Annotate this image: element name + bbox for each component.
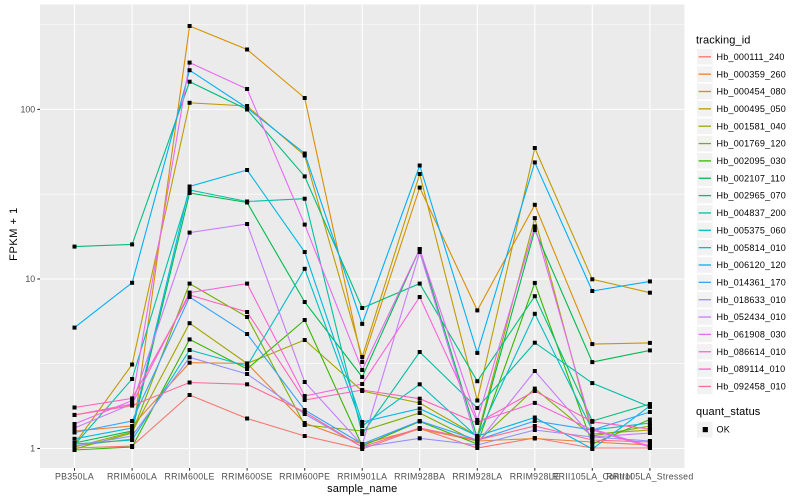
svg-text:RRIM928LA: RRIM928LA [452, 471, 502, 481]
svg-text:RRIM600LA: RRIM600LA [107, 471, 157, 481]
svg-text:Hb_002965_070: Hb_002965_070 [717, 191, 787, 201]
svg-text:Hb_002107_110: Hb_002107_110 [717, 173, 786, 183]
svg-text:RRIM600PE: RRIM600PE [279, 471, 330, 481]
svg-text:Hb_000111_240: Hb_000111_240 [717, 52, 785, 62]
svg-text:Hb_086614_010: Hb_086614_010 [717, 347, 787, 357]
svg-text:Hb_002095_030: Hb_002095_030 [717, 156, 787, 166]
svg-text:sample_name: sample_name [327, 483, 397, 495]
svg-text:Hb_000495_050: Hb_000495_050 [717, 104, 787, 114]
svg-text:Hb_000359_260: Hb_000359_260 [717, 69, 787, 79]
svg-text:Hb_001581_040: Hb_001581_040 [717, 121, 787, 131]
svg-text:Hb_014361_170: Hb_014361_170 [717, 277, 787, 287]
svg-text:RRIM600LE: RRIM600LE [165, 471, 215, 481]
svg-text:Hb_004837_200: Hb_004837_200 [717, 208, 787, 218]
svg-text:1: 1 [30, 444, 35, 454]
svg-text:RRIM901LA: RRIM901LA [337, 471, 387, 481]
svg-text:RRII105LA_Stressed: RRII105LA_Stressed [606, 471, 693, 481]
svg-text:Hb_089114_010: Hb_089114_010 [717, 364, 786, 374]
svg-text:RRIM600SE: RRIM600SE [222, 471, 273, 481]
svg-text:100: 100 [21, 105, 36, 115]
svg-text:Hb_005814_010: Hb_005814_010 [717, 243, 787, 253]
svg-text:tracking_id: tracking_id [696, 34, 751, 46]
svg-text:Hb_092458_010: Hb_092458_010 [717, 382, 787, 392]
svg-text:quant_status: quant_status [696, 406, 761, 418]
svg-text:RRIM928BA: RRIM928BA [394, 471, 445, 481]
svg-text:Hb_006120_120: Hb_006120_120 [717, 260, 787, 270]
svg-text:RRII105LA_Control: RRII105LA_Control [552, 471, 633, 481]
svg-text:Hb_018633_010: Hb_018633_010 [717, 295, 787, 305]
svg-text:Hb_005375_060: Hb_005375_060 [717, 225, 787, 235]
svg-text:Hb_061908_030: Hb_061908_030 [717, 330, 787, 340]
svg-text:RRIM928LE: RRIM928LE [510, 471, 560, 481]
svg-text:Hb_000454_080: Hb_000454_080 [717, 87, 787, 97]
svg-text:FPKM + 1: FPKM + 1 [8, 207, 20, 261]
svg-text:10: 10 [25, 274, 35, 284]
svg-text:Hb_001769_120: Hb_001769_120 [717, 139, 787, 149]
svg-text:PB350LA: PB350LA [55, 471, 94, 481]
svg-text:Hb_052434_010: Hb_052434_010 [717, 312, 787, 322]
svg-text:OK: OK [717, 425, 730, 435]
